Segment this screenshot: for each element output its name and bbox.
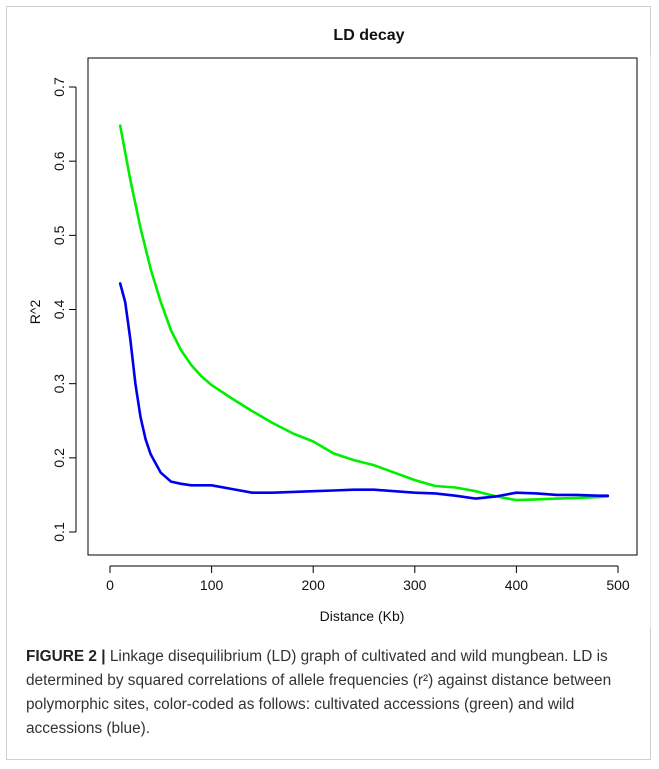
x-axis-label: Distance (Kb) bbox=[320, 608, 405, 624]
x-tick-label: 300 bbox=[403, 577, 427, 593]
plot-area-box bbox=[25, 55, 652, 627]
plot-border bbox=[87, 57, 638, 556]
x-tick-label: 0 bbox=[106, 577, 114, 593]
axes: 0 100 200 300 400 500 0.1 0.2 0.3 0.4 0.5 0.6 0.7 bbox=[51, 57, 638, 593]
wild-series-line bbox=[118, 282, 610, 500]
cultivated-series-line bbox=[118, 124, 610, 502]
y-tick-label: 0.2 bbox=[51, 448, 67, 468]
chart-title: LD decay bbox=[333, 27, 404, 44]
y-tick-label: 0.3 bbox=[51, 374, 67, 394]
y-axis-label: R^2 bbox=[27, 300, 43, 325]
x-tick-label: 100 bbox=[200, 577, 224, 593]
y-tick-label: 0.7 bbox=[51, 77, 67, 97]
ld-decay-chart: LD decay 0 100 200 300 400 500 0.1 0.2 0.3 0.4 0.5… bbox=[25, 27, 652, 627]
y-tick-label: 0.5 bbox=[51, 225, 67, 245]
x-tick-label: 500 bbox=[606, 577, 630, 593]
series-lines bbox=[118, 124, 610, 502]
y-tick-label: 0.1 bbox=[51, 522, 67, 542]
y-tick-label: 0.4 bbox=[51, 300, 67, 320]
caption-text: Linkage disequilibrium (LD) graph of cul… bbox=[26, 648, 612, 737]
figure-frame bbox=[6, 6, 651, 760]
figure-caption: FIGURE 2 | Linkage disequilibrium (LD) g… bbox=[26, 645, 646, 741]
x-tick-label: 400 bbox=[505, 577, 529, 593]
caption-label: FIGURE 2 | bbox=[26, 648, 106, 665]
y-tick-label: 0.6 bbox=[51, 151, 67, 171]
x-tick-label: 200 bbox=[302, 577, 326, 593]
